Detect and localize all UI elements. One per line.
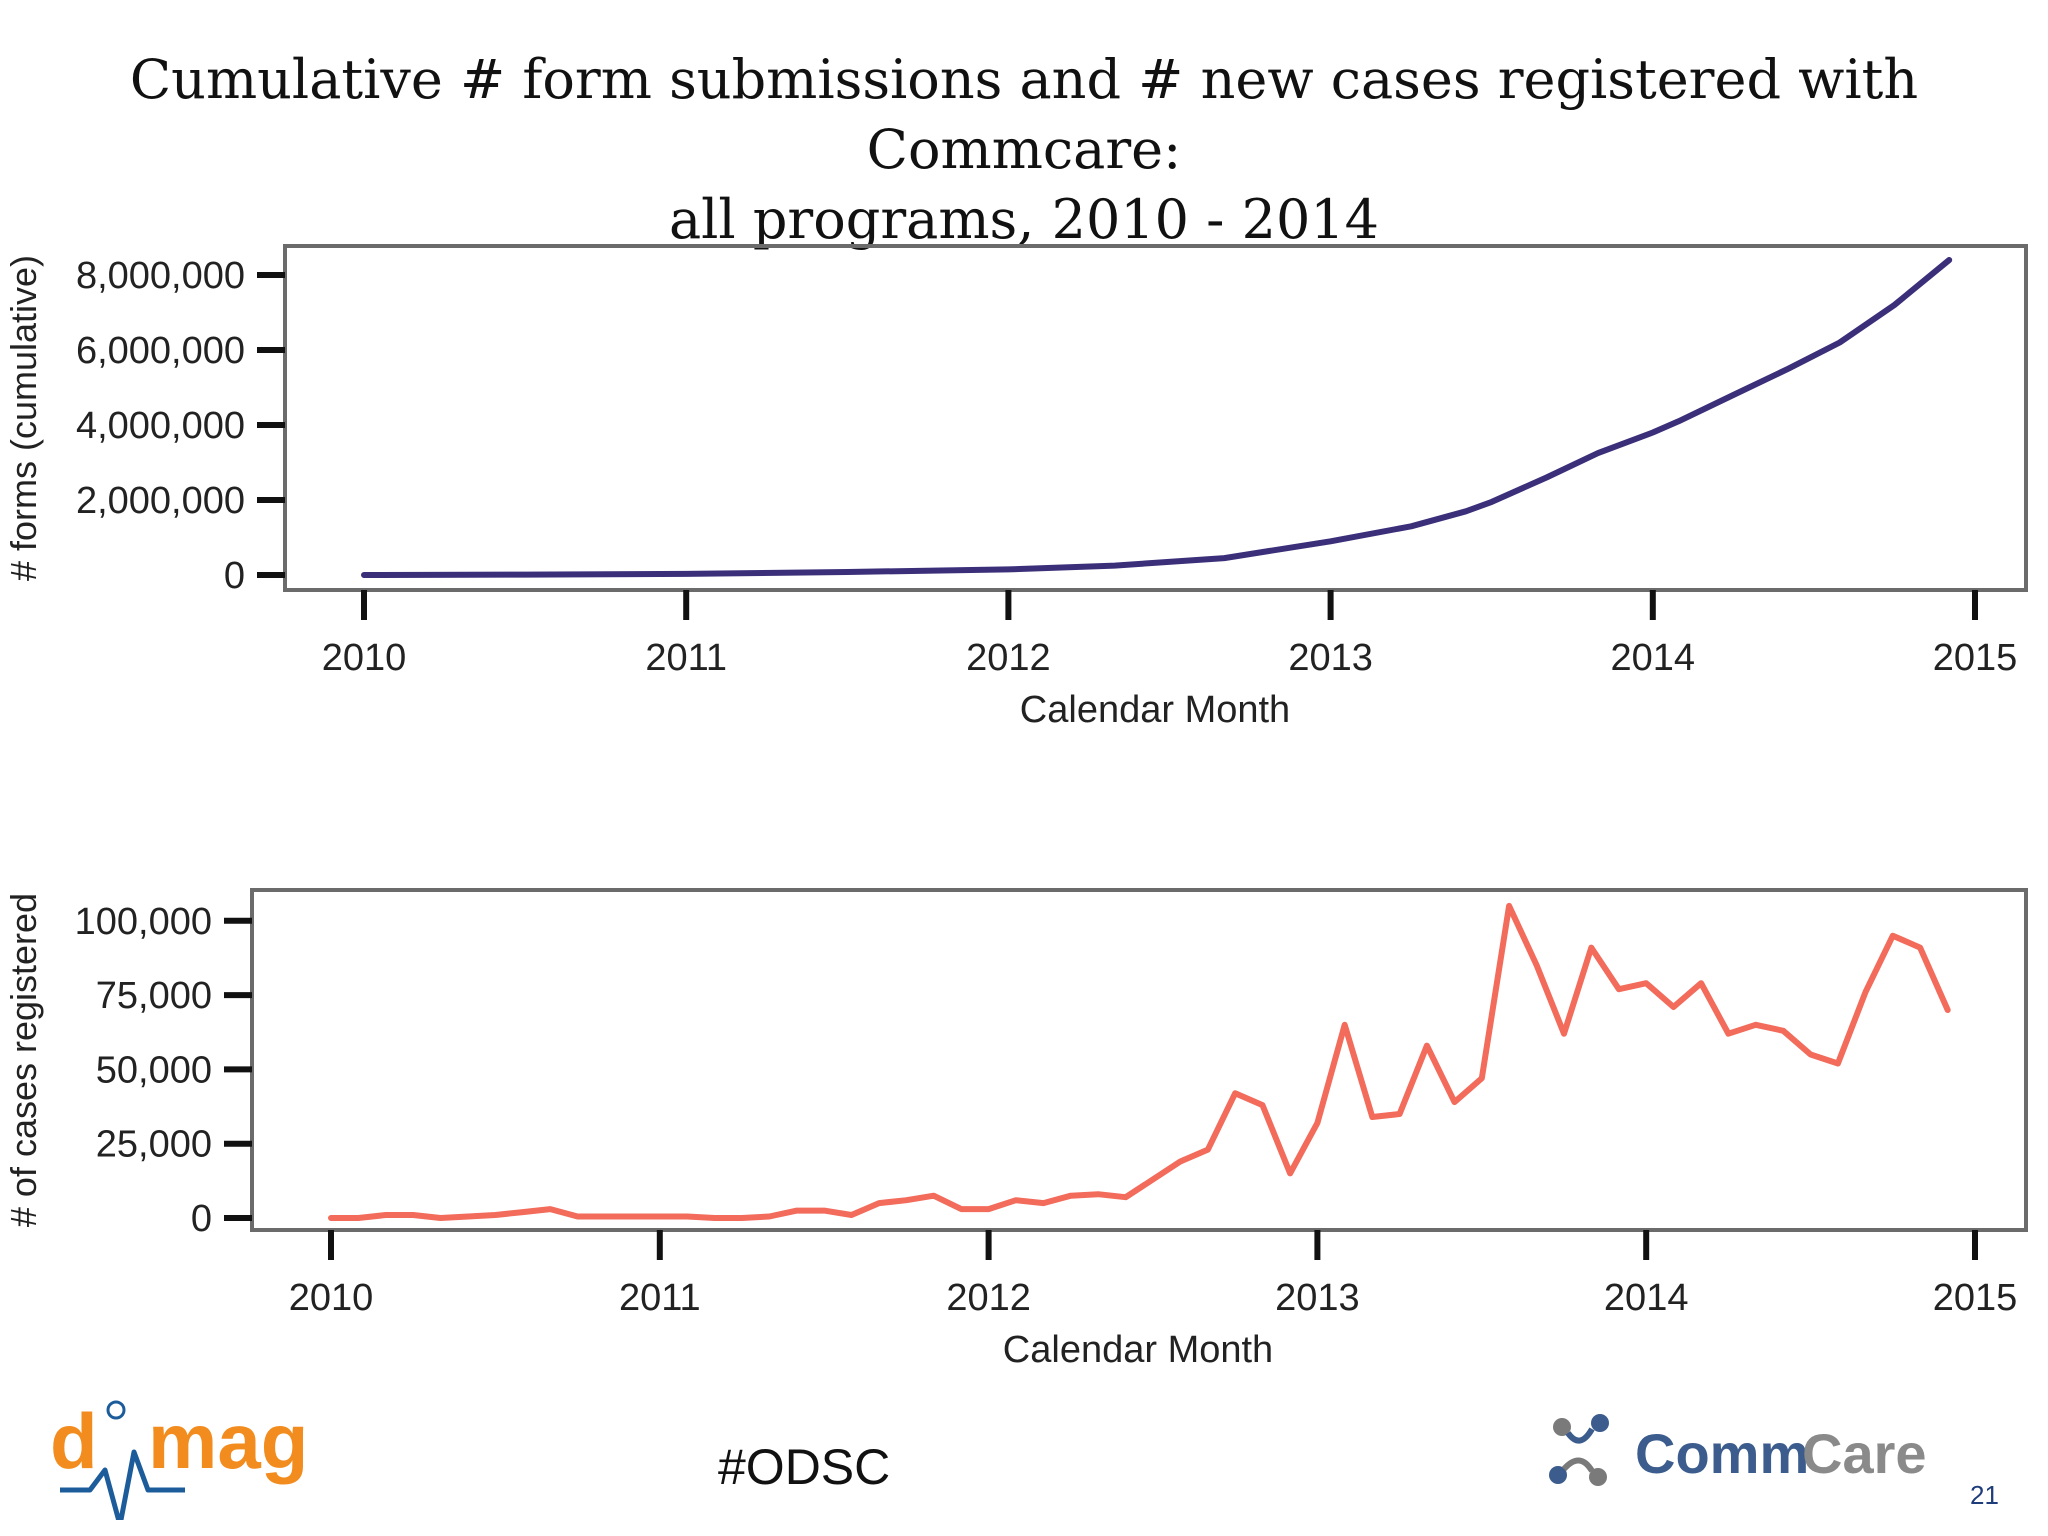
y-tick-label: 0	[191, 1198, 212, 1240]
commcare-mark-icon	[1549, 1414, 1609, 1486]
y-axis-label: # of cases registered	[3, 893, 44, 1227]
x-tick-label: 2013	[1288, 637, 1373, 679]
slide-title: Cumulative # form submissions and # new …	[0, 45, 2048, 255]
y-axis-label: # forms (cumulative)	[3, 255, 44, 581]
plot-frame	[250, 888, 2028, 1232]
y-tick-label: 4,000,000	[76, 405, 245, 447]
hashtag: #ODSC	[718, 1439, 891, 1495]
x-axis-label: Calendar Month	[1003, 1329, 1273, 1371]
forms-cumulative-chart: 0 2,000,000 4,000,000 6,000,000 8,000,000 201…	[3, 244, 2028, 731]
x-tick-label: 2010	[322, 637, 407, 679]
y-tick-label: 0	[224, 555, 245, 597]
title-line-2: all programs, 2010 - 2014	[668, 188, 1380, 251]
y-tick-label: 8,000,000	[76, 255, 245, 297]
plot-frame	[283, 244, 2028, 592]
x-axis-label: Calendar Month	[1020, 689, 1290, 731]
x-tick-label: 2014	[1604, 1277, 1689, 1319]
x-tick-label: 2012	[946, 1277, 1031, 1319]
y-tick-label: 100,000	[75, 901, 212, 943]
series-line	[328, 902, 1951, 1221]
y-tick-label: 50,000	[96, 1049, 212, 1091]
svg-text:d: d	[50, 1397, 98, 1485]
svg-text:Care: Care	[1802, 1422, 1927, 1485]
x-tick-label: 2010	[289, 1277, 374, 1319]
svg-text:Comm: Comm	[1635, 1422, 1809, 1485]
x-tick-label: 2015	[1933, 1277, 2018, 1319]
x-tick-label: 2011	[645, 637, 727, 679]
x-tick-label: 2014	[1611, 637, 1696, 679]
x-tick-label: 2015	[1933, 637, 2018, 679]
dimagi-logo: d magi	[50, 1390, 330, 1528]
x-tick-label: 2013	[1275, 1277, 1360, 1319]
svg-text:magi: magi	[148, 1397, 310, 1485]
commcare-logo: Comm Care	[1540, 1405, 1960, 1520]
cases-registered-chart: 0 25,000 50,000 75,000 100,000 2010 2011 2012 20…	[3, 888, 2028, 1371]
slide-number: 21	[1970, 1480, 1999, 1510]
series-line	[361, 257, 1953, 578]
x-tick-label: 2012	[966, 637, 1051, 679]
y-tick-label: 2,000,000	[76, 480, 245, 522]
y-tick-label: 25,000	[96, 1124, 212, 1166]
title-line-1: Cumulative # form submissions and # new …	[129, 48, 1919, 181]
x-tick-label: 2011	[619, 1277, 701, 1319]
y-tick-label: 75,000	[96, 975, 212, 1017]
y-tick-label: 6,000,000	[76, 330, 245, 372]
